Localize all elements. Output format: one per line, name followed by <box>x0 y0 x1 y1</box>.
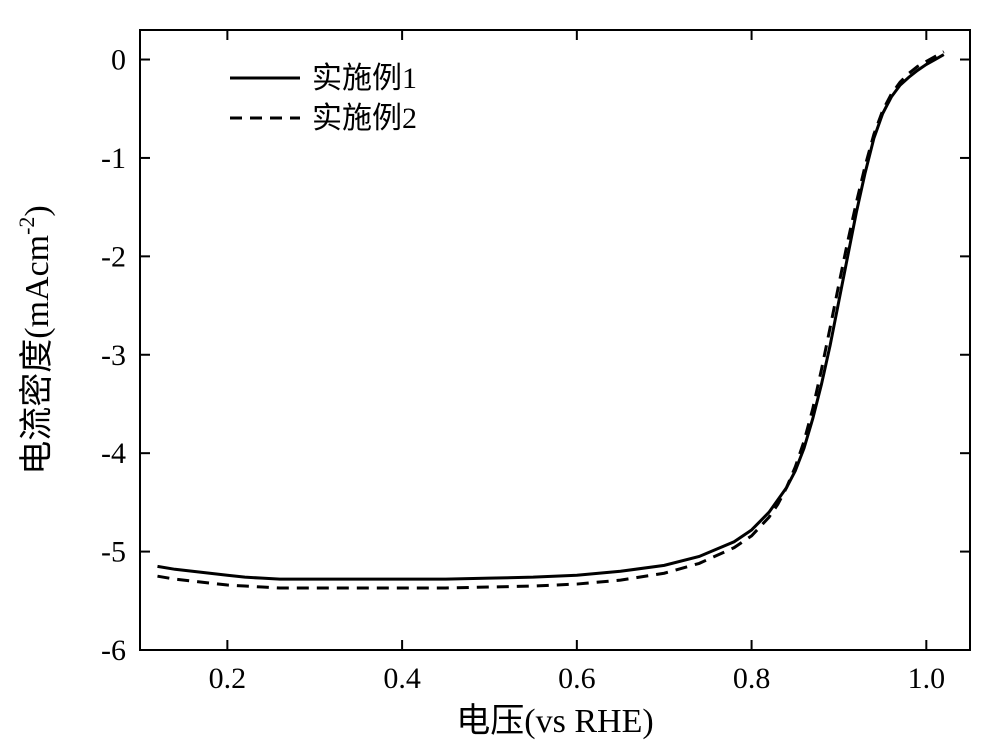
y-tick-label: -1 <box>101 142 126 175</box>
line-chart: 0.2 0.4 0.6 0.8 1.0 -6 -5 -4 -3 -2 -1 0 电压(vs RHE) 电流… <box>0 0 1000 750</box>
y-axis-label: 电流密度(mAcm-2) <box>14 205 56 475</box>
x-tick-label: 1.0 <box>908 662 946 695</box>
y-tick-label: 0 <box>111 44 126 77</box>
y-tick-label: -2 <box>101 240 126 273</box>
y-tick-label: -6 <box>101 634 126 667</box>
x-tick-label: 0.6 <box>558 662 596 695</box>
series-line-0 <box>157 55 943 580</box>
chart-container: 0.2 0.4 0.6 0.8 1.0 -6 -5 -4 -3 -2 -1 0 电压(vs RHE) 电流… <box>0 0 1000 750</box>
x-tick-label: 0.4 <box>383 662 421 695</box>
x-tick-label: 0.8 <box>733 662 771 695</box>
plot-border <box>140 30 970 650</box>
y-tick-label: -4 <box>101 437 126 470</box>
series-line-1 <box>157 52 943 588</box>
x-tick-label: 0.2 <box>209 662 247 695</box>
y-tick-label: -5 <box>101 536 126 569</box>
legend-label-0: 实施例1 <box>312 62 417 95</box>
legend-label-1: 实施例2 <box>312 102 417 135</box>
x-axis-label: 电压(vs RHE) <box>456 702 653 740</box>
y-tick-label: -3 <box>101 339 126 372</box>
